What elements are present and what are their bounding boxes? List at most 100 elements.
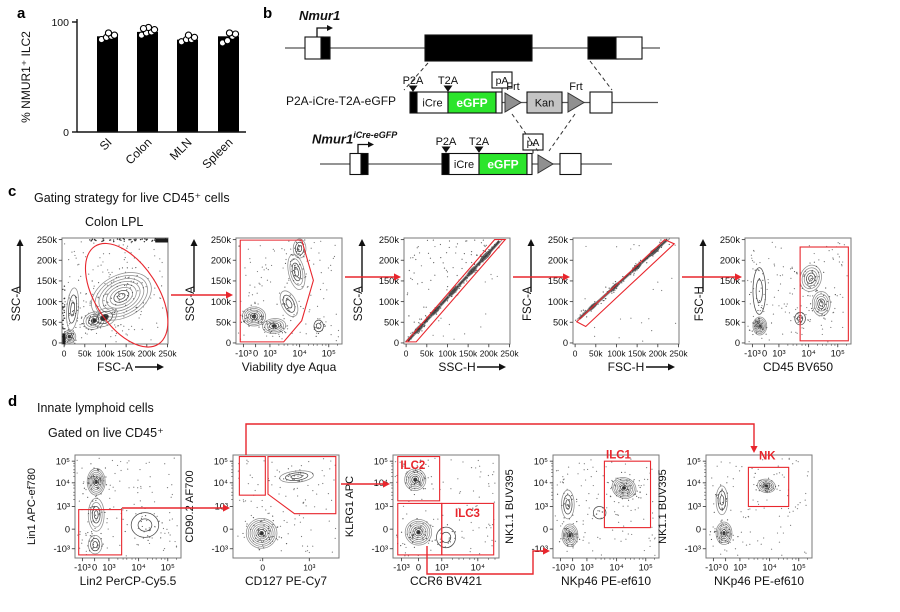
y-tick-label: 200k	[379, 255, 400, 265]
a-category-label: SI	[97, 135, 115, 153]
y-tick-label: 250k	[37, 235, 58, 245]
y-tick-label: 150k	[37, 276, 58, 286]
y-tick-label: 0	[65, 524, 70, 534]
x-tick-label: 200k	[138, 349, 157, 359]
x-tick-label: 250k	[669, 349, 688, 359]
tag-p2a: P2A	[436, 136, 457, 148]
x-tick-label: -10³	[235, 349, 252, 359]
x-axis-label: FSC-H	[608, 360, 645, 374]
x-tick-label: 10⁴	[131, 563, 145, 573]
data-point	[139, 24, 148, 33]
y-tick-label: 200k	[37, 255, 58, 265]
y-tick-label: 10⁵	[56, 456, 70, 466]
x-tick-label: 250k	[158, 349, 177, 359]
y-axis-label: SSC-A	[185, 286, 197, 321]
data-point	[225, 29, 234, 37]
x-tick-label: 100k	[96, 349, 115, 359]
egfp-box-label-2: eGFP	[487, 158, 518, 172]
y-tick-label: 50k	[384, 317, 399, 327]
y-tick-label: 0	[394, 338, 399, 348]
a-y-tick-label: 100	[51, 17, 69, 29]
y-tick-label: 10⁴	[687, 478, 701, 488]
panel-d-label: d	[8, 393, 18, 410]
flow-plot-c3: 0 50k 100k 150k 200k 250k250k200k150k100k50k0…	[353, 235, 519, 374]
y-tick-label: 100k	[379, 297, 400, 307]
x-axis-label: Lin2 PerCP-Cy5.5	[80, 574, 177, 588]
y-tick-label: 10⁴	[214, 478, 228, 488]
y-tick-label: 0	[563, 338, 568, 348]
frt-label-1: Frt	[506, 81, 519, 93]
x-tick-label: 250k	[500, 349, 519, 359]
y-tick-label: 200k	[211, 255, 232, 265]
x-axis-label: FSC-A	[97, 360, 133, 374]
y-axis-label: FSC-A	[522, 286, 534, 321]
x-tick-label: 10³	[303, 563, 315, 573]
x-tick-label: 200k	[480, 349, 499, 359]
y-tick-label: 50k	[725, 317, 740, 327]
x-tick-label: 0	[92, 563, 97, 573]
x-tick-label: 10⁴	[762, 563, 776, 573]
x-tick-label: 10⁵	[639, 563, 653, 573]
y-tick-label: 100k	[548, 297, 569, 307]
panel-a-chart: 0 100 % NMUR1⁺ ILC2 SI Colon MLN Spleen	[19, 17, 246, 172]
y-tick-label: 10⁵	[214, 456, 228, 466]
x-tick-label: 50k	[420, 349, 434, 359]
x-tick-label: 10³	[435, 563, 448, 573]
data-point	[150, 26, 159, 34]
x-tick-label: 150k	[459, 349, 478, 359]
x-tick-label: 10⁴	[292, 349, 306, 359]
x-tick-label: -10³	[393, 563, 410, 573]
y-tick-label: 150k	[548, 276, 569, 286]
y-tick-label: -10³	[211, 544, 228, 554]
y-axis-label: SSC-A	[11, 286, 23, 321]
y-tick-label: 10³	[535, 502, 548, 512]
y-axis-label: CD90.2 AF700	[184, 470, 196, 542]
x-axis-label: CD45 BV650	[763, 360, 833, 374]
data-point	[231, 30, 240, 38]
y-tick-label: 250k	[211, 235, 232, 245]
x-tick-label: 150k	[628, 349, 647, 359]
data-point	[184, 31, 193, 39]
x-tick-label: 10³	[772, 349, 785, 359]
pa-box-label-2: pA	[527, 137, 540, 149]
y-tick-label: 0	[735, 338, 740, 348]
y-tick-label: 10⁴	[56, 478, 70, 488]
flow-plot-c2: -10³ 0 10³ 10⁴ 10⁵250k200k150k100k50k0Viabil…	[185, 235, 343, 374]
a-category-label: Colon	[123, 135, 155, 167]
y-axis-label: NK1.1 BUV395	[504, 469, 516, 544]
gate-label-ilc1: ILC1	[606, 450, 632, 462]
data-point	[190, 33, 199, 42]
flow-plot-c4: 0 50k 100k 150k 200k 250k250k200k150k100k50k0…	[522, 235, 688, 374]
x-tick-label: 10⁴	[609, 563, 623, 573]
panel-d-subtitle: Gated on live CD45⁺	[48, 426, 164, 440]
panel-b-label: b	[263, 5, 273, 22]
x-tick-label: 10³	[733, 563, 746, 573]
panel-c-label: c	[8, 183, 17, 200]
y-tick-label: -10³	[53, 544, 70, 554]
x-tick-label: -10³	[552, 563, 569, 573]
exon-2	[424, 34, 533, 62]
x-axis-label: SSC-H	[438, 360, 475, 374]
flow-plot-c1: 0 50k 100k 150k 200k 250k250k200k150k100k50k0…	[11, 235, 177, 374]
y-tick-label: 50k	[216, 317, 231, 327]
data-point	[110, 31, 119, 39]
bar-mln	[177, 39, 198, 132]
y-tick-label: 10⁴	[534, 478, 548, 488]
x-tick-label: -10³	[74, 563, 91, 573]
y-tick-label: 0	[52, 338, 57, 348]
y-tick-label: 50k	[553, 317, 568, 327]
y-tick-label: 0	[383, 524, 388, 534]
a-y-axis-label: % NMUR1⁺ ILC2	[19, 31, 33, 123]
y-tick-label: 200k	[548, 255, 569, 265]
panel-a-label: a	[17, 5, 26, 22]
kan-box-label: Kan	[535, 98, 555, 110]
x-tick-label: 50k	[589, 349, 603, 359]
y-tick-label: 0	[543, 524, 548, 534]
data-point	[223, 37, 232, 45]
icre-box-label: iCre	[422, 98, 442, 110]
